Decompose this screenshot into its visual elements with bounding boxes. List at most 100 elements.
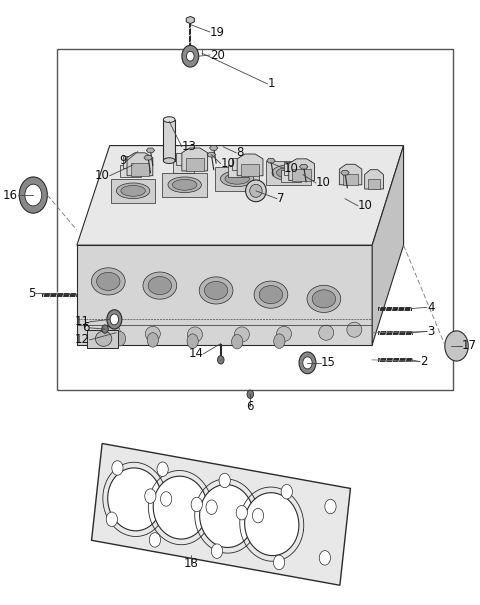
Ellipse shape xyxy=(163,158,175,163)
Ellipse shape xyxy=(225,173,250,184)
Text: 4: 4 xyxy=(427,301,434,314)
Ellipse shape xyxy=(204,281,228,299)
Circle shape xyxy=(319,551,331,565)
Text: 18: 18 xyxy=(184,557,199,570)
Text: 10: 10 xyxy=(284,162,299,175)
Polygon shape xyxy=(372,146,404,345)
Text: 17: 17 xyxy=(461,339,476,353)
Polygon shape xyxy=(369,179,380,189)
Polygon shape xyxy=(267,159,275,163)
Circle shape xyxy=(112,461,123,475)
Ellipse shape xyxy=(272,165,305,180)
Circle shape xyxy=(217,356,224,364)
Text: 14: 14 xyxy=(189,347,204,361)
Polygon shape xyxy=(77,245,372,345)
Ellipse shape xyxy=(188,327,203,342)
Ellipse shape xyxy=(106,325,120,340)
Polygon shape xyxy=(284,163,305,174)
Polygon shape xyxy=(111,178,156,203)
Polygon shape xyxy=(228,165,249,177)
Ellipse shape xyxy=(319,325,334,340)
Text: 7: 7 xyxy=(277,192,285,205)
Polygon shape xyxy=(245,492,299,555)
Ellipse shape xyxy=(199,277,233,304)
Text: 12: 12 xyxy=(74,333,90,347)
Polygon shape xyxy=(146,148,155,152)
Circle shape xyxy=(187,51,194,61)
Bar xyxy=(163,120,175,161)
Text: 10: 10 xyxy=(95,169,110,182)
Text: 9: 9 xyxy=(120,154,127,167)
Polygon shape xyxy=(186,16,194,24)
Ellipse shape xyxy=(259,286,283,304)
Text: 2: 2 xyxy=(420,355,428,368)
Text: 6: 6 xyxy=(82,321,90,335)
Text: 3: 3 xyxy=(427,325,434,338)
Ellipse shape xyxy=(254,281,288,308)
Circle shape xyxy=(231,335,243,349)
Polygon shape xyxy=(266,161,311,185)
Circle shape xyxy=(157,462,168,477)
Text: 16: 16 xyxy=(3,189,18,201)
Text: 11: 11 xyxy=(74,315,90,329)
Polygon shape xyxy=(200,485,254,548)
Polygon shape xyxy=(241,164,259,175)
Circle shape xyxy=(236,505,247,520)
Ellipse shape xyxy=(163,117,175,122)
Circle shape xyxy=(147,333,158,347)
Polygon shape xyxy=(292,169,311,180)
Circle shape xyxy=(303,357,312,369)
Ellipse shape xyxy=(246,180,266,201)
Polygon shape xyxy=(176,153,197,165)
Polygon shape xyxy=(123,157,144,169)
Circle shape xyxy=(299,352,316,374)
Circle shape xyxy=(149,532,160,547)
Text: 13: 13 xyxy=(182,140,197,153)
Ellipse shape xyxy=(143,272,177,299)
Polygon shape xyxy=(289,159,314,180)
Polygon shape xyxy=(92,443,350,585)
Ellipse shape xyxy=(312,290,336,308)
Ellipse shape xyxy=(347,322,362,337)
Ellipse shape xyxy=(172,179,197,190)
Polygon shape xyxy=(281,170,301,182)
Polygon shape xyxy=(108,468,162,531)
Ellipse shape xyxy=(276,168,301,178)
Text: 6: 6 xyxy=(247,400,254,413)
Polygon shape xyxy=(300,165,308,169)
Ellipse shape xyxy=(148,276,171,295)
Text: 5: 5 xyxy=(28,287,36,300)
Polygon shape xyxy=(120,165,141,177)
Circle shape xyxy=(274,334,285,348)
Polygon shape xyxy=(341,171,349,175)
Polygon shape xyxy=(365,170,384,189)
Polygon shape xyxy=(127,153,153,175)
Ellipse shape xyxy=(96,331,112,346)
Ellipse shape xyxy=(117,183,150,198)
Polygon shape xyxy=(207,152,216,157)
Polygon shape xyxy=(77,146,404,245)
Polygon shape xyxy=(153,476,207,539)
Ellipse shape xyxy=(276,326,291,341)
Ellipse shape xyxy=(91,268,125,295)
Circle shape xyxy=(102,325,108,333)
Text: 8: 8 xyxy=(236,146,244,159)
Polygon shape xyxy=(173,161,193,172)
Ellipse shape xyxy=(168,177,202,192)
Circle shape xyxy=(182,45,199,67)
Ellipse shape xyxy=(220,171,254,186)
Circle shape xyxy=(110,314,119,325)
Circle shape xyxy=(281,485,292,499)
Circle shape xyxy=(252,508,264,523)
Text: 10: 10 xyxy=(358,200,373,212)
Circle shape xyxy=(191,497,203,512)
Polygon shape xyxy=(339,165,362,185)
Text: 15: 15 xyxy=(321,356,336,370)
Circle shape xyxy=(219,473,230,488)
Circle shape xyxy=(445,331,468,361)
Ellipse shape xyxy=(307,286,341,312)
Ellipse shape xyxy=(250,185,262,197)
Circle shape xyxy=(187,334,198,348)
Ellipse shape xyxy=(145,326,160,341)
Polygon shape xyxy=(182,148,208,171)
